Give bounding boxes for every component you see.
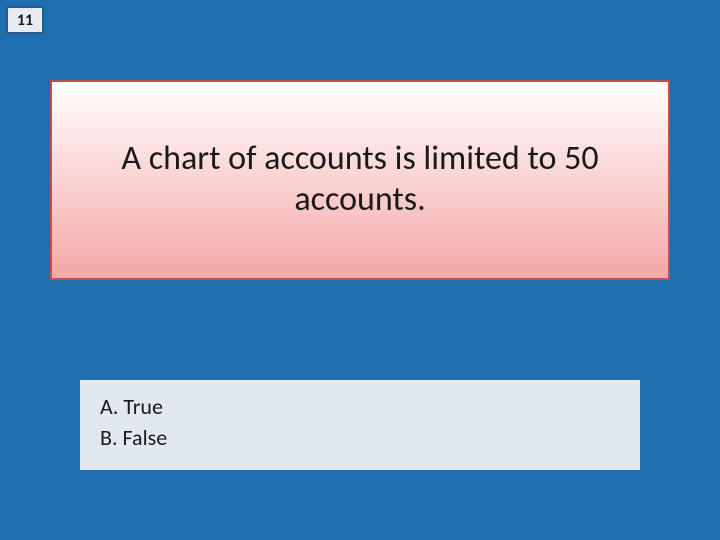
answer-option-a: A. True [100,392,620,423]
answer-label: A. [100,393,118,420]
question-number: 11 [17,11,33,30]
answer-option-b: B. False [100,423,620,454]
answer-label: B. [100,424,118,451]
answers-box: A. True B. False [80,380,640,470]
question-number-box: 11 [6,6,44,34]
question-box: A chart of accounts is limited to 50 acc… [50,80,670,280]
question-text: A chart of accounts is limited to 50 acc… [82,139,638,221]
slide: 11 A chart of accounts is limited to 50 … [0,0,720,540]
answer-text: False [123,424,168,451]
answer-text: True [123,393,163,420]
